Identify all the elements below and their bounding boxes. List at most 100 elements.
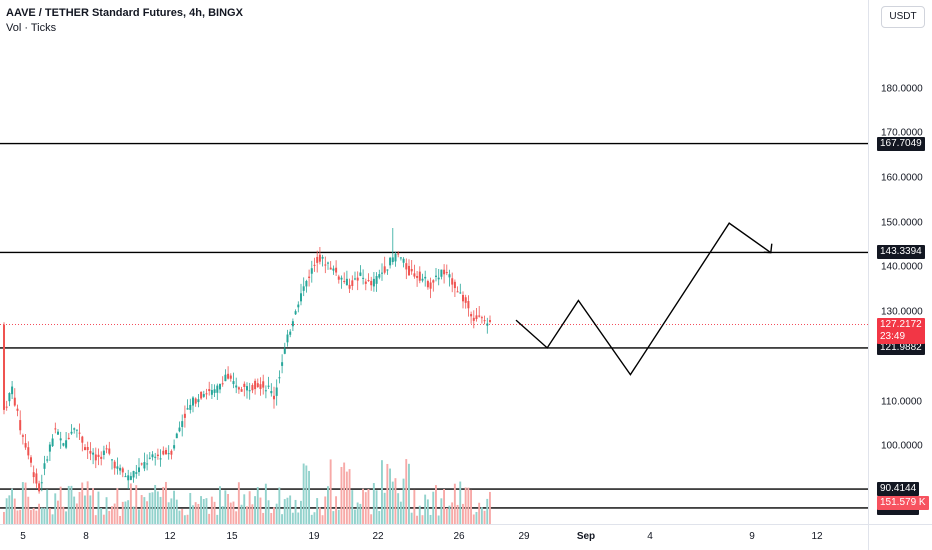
- candle-body: [356, 277, 359, 281]
- candle-body: [35, 473, 38, 484]
- time-tick: 15: [226, 531, 238, 542]
- volume-bar: [375, 490, 378, 524]
- volume-bar: [478, 502, 481, 524]
- volume-bar: [275, 503, 278, 524]
- candle-body: [243, 383, 246, 387]
- volume-bar: [489, 491, 491, 524]
- horizontal-level-label[interactable]: 121.9882: [877, 340, 925, 355]
- price-tick: 160.0000: [881, 172, 923, 184]
- candle-body: [300, 293, 302, 302]
- volume-bar: [416, 515, 418, 524]
- candle-body: [216, 385, 219, 393]
- time-axis[interactable]: 5 8 12 15 19 22 26 29 Sep 4 9 12: [0, 524, 868, 550]
- candle-body: [240, 389, 243, 392]
- symbol-title[interactable]: AAVE / TETHER Standard Futures, 4h, BING…: [6, 7, 243, 19]
- candle-body: [432, 280, 435, 283]
- candle-body: [159, 458, 162, 460]
- candle-body: [170, 450, 173, 455]
- candle-body: [13, 397, 16, 406]
- horizontal-level-label[interactable]: 143.3394: [877, 245, 925, 260]
- candle-body: [84, 447, 86, 451]
- candle-body: [472, 317, 475, 321]
- volume-bar: [111, 506, 113, 524]
- volume-bar: [381, 460, 383, 524]
- volume-bar: [243, 494, 246, 524]
- volume-bar: [59, 486, 62, 524]
- candle-body: [197, 399, 200, 403]
- volume-bar: [370, 514, 373, 524]
- volume-bar: [202, 499, 205, 524]
- volume-indicator-label[interactable]: Vol · Ticks: [6, 22, 57, 34]
- candle-body: [57, 431, 59, 435]
- chart-pane[interactable]: AAVE / TETHER Standard Futures, 4h, BING…: [0, 0, 868, 524]
- candle-body: [489, 320, 491, 322]
- volume-bar: [351, 490, 354, 524]
- volume-bar: [456, 504, 459, 524]
- candle-body: [140, 463, 143, 465]
- volume-bar: [408, 463, 410, 524]
- candle-body: [440, 269, 443, 277]
- candle-body: [229, 375, 232, 379]
- candle-body: [486, 323, 489, 326]
- candle-body: [297, 304, 300, 308]
- candle-body: [478, 315, 481, 317]
- volume-bar: [75, 503, 78, 524]
- volume-bar: [213, 501, 216, 524]
- candle-body: [391, 257, 394, 263]
- candlestick-chart[interactable]: [0, 0, 868, 524]
- candle-body: [305, 280, 308, 287]
- volume-bar: [38, 503, 40, 524]
- candle-body: [189, 404, 192, 410]
- volume-bar: [291, 512, 294, 524]
- candle-body: [237, 387, 240, 390]
- horizontal-level-label[interactable]: 90.4144: [877, 482, 920, 497]
- volume-bar: [327, 486, 329, 524]
- candle-body: [219, 384, 221, 390]
- time-tick: 22: [372, 531, 384, 542]
- candle-body: [408, 265, 410, 276]
- axis-corner: [868, 524, 932, 550]
- volume-bar: [421, 515, 424, 524]
- time-tick: 12: [164, 531, 176, 542]
- candle-body: [337, 276, 340, 280]
- volume-bar: [97, 491, 100, 524]
- volume-bar: [221, 506, 224, 524]
- candle-body: [208, 389, 211, 392]
- candle-body: [65, 440, 68, 448]
- volume-bar: [70, 485, 73, 524]
- volume-bar: [305, 465, 308, 524]
- volume-bar: [383, 492, 386, 524]
- volume-bar: [208, 513, 211, 524]
- candle-body: [435, 275, 437, 277]
- volume-bar: [89, 495, 92, 524]
- last-price-label: 127.2172 23:49: [877, 317, 925, 344]
- candle-body: [138, 467, 140, 473]
- price-axis[interactable]: USDT 180.0000 170.0000 160.0000 150.0000…: [868, 0, 932, 524]
- candle-body: [94, 454, 97, 461]
- candle-body: [108, 448, 111, 454]
- volume-bar: [132, 506, 135, 524]
- candle-body: [16, 408, 19, 411]
- price-tick: 130.0000: [881, 306, 923, 318]
- volume-bar: [237, 482, 240, 524]
- volume-bar: [113, 503, 116, 524]
- volume-bar: [127, 500, 130, 524]
- candle-body: [467, 301, 470, 309]
- volume-bar: [324, 496, 327, 524]
- candle-body: [143, 462, 146, 469]
- volume-bar: [178, 510, 181, 524]
- volume-bar: [340, 466, 343, 524]
- candle-body: [221, 383, 224, 385]
- volume-bar: [143, 497, 146, 524]
- volume-bar: [21, 482, 24, 524]
- currency-unit-button[interactable]: USDT: [881, 6, 925, 28]
- volume-bar: [3, 511, 5, 524]
- candle-body: [132, 470, 135, 478]
- candle-body: [451, 278, 454, 285]
- horizontal-level-label[interactable]: 167.7049: [877, 136, 925, 151]
- candle-body: [46, 459, 49, 461]
- volume-bar: [151, 492, 154, 524]
- volume-bar: [224, 490, 227, 524]
- candle-body: [43, 463, 46, 469]
- volume-bar: [81, 482, 84, 524]
